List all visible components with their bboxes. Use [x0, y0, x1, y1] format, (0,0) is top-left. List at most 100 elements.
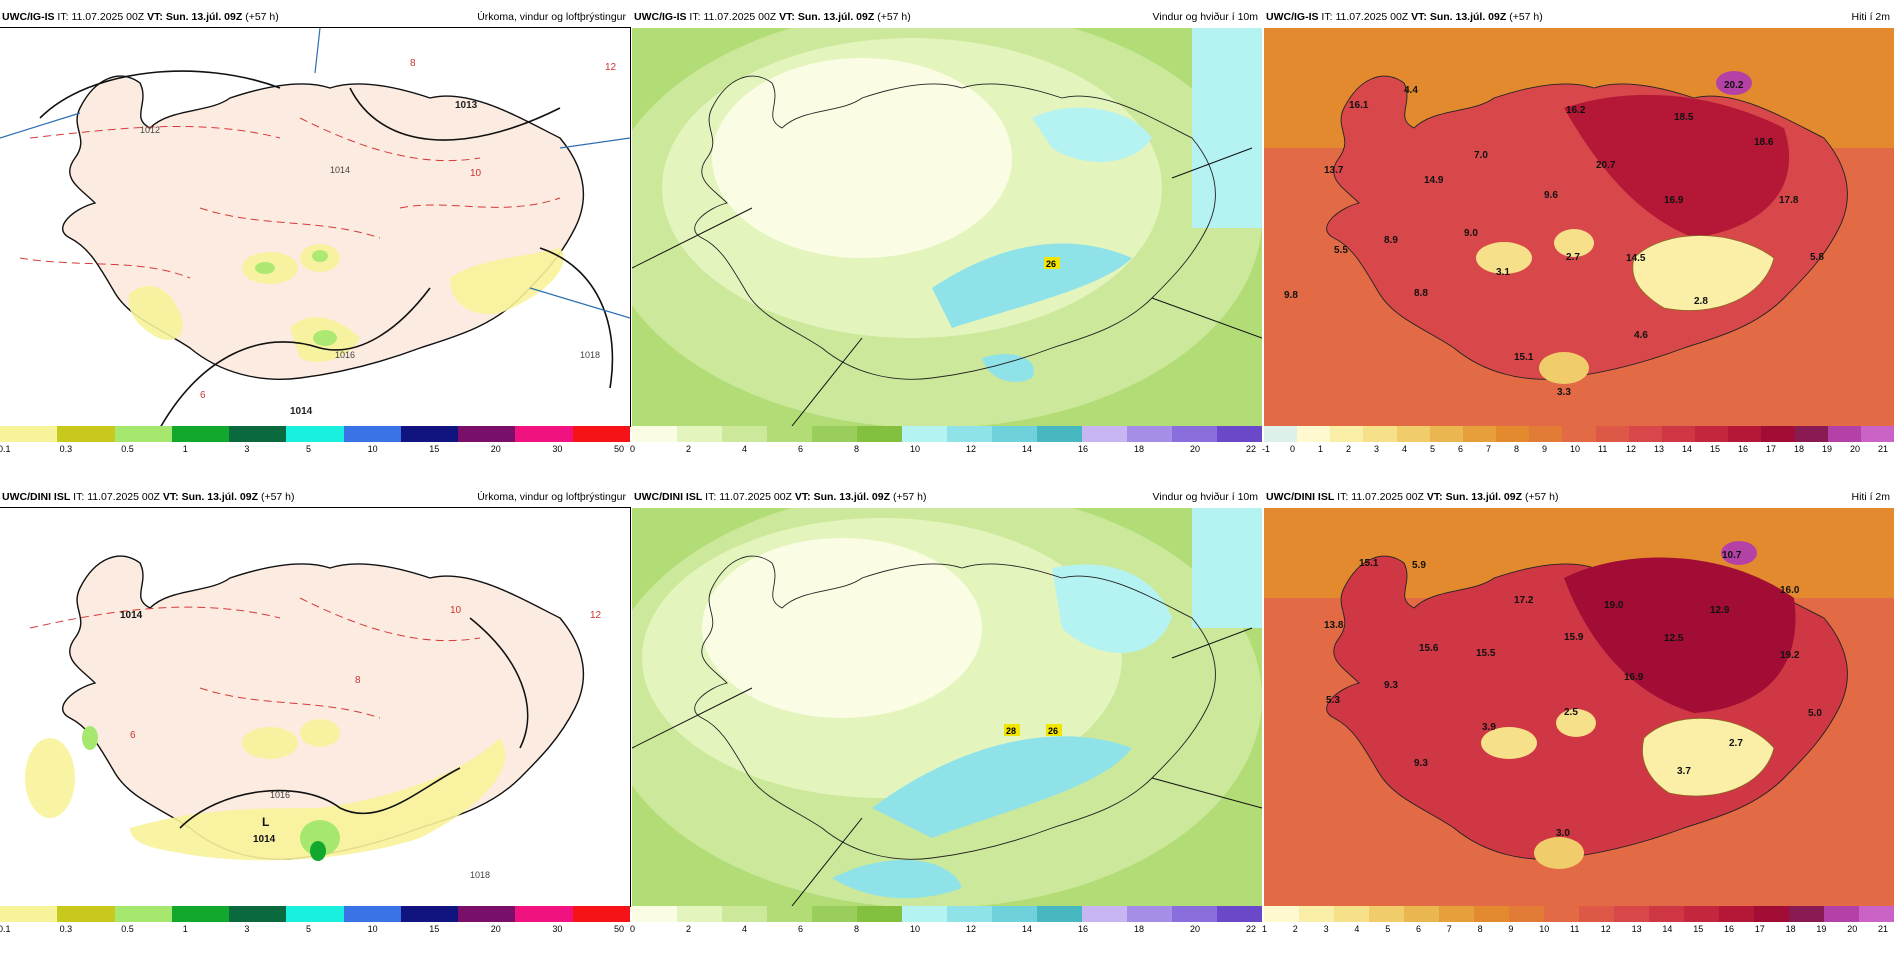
vt-value: Sun. 13.júl. 09Z — [797, 11, 875, 23]
iceland-outline — [694, 75, 1216, 380]
isobar-label: 1014 — [330, 165, 350, 175]
colorbar-segment — [1614, 906, 1649, 922]
temp-value: 13.8 — [1324, 620, 1344, 631]
temp-value: 17.8 — [1779, 195, 1799, 206]
colorbar-segment — [992, 906, 1037, 922]
temp-contour-label: 8 — [410, 58, 416, 69]
temp-value: 13.7 — [1324, 165, 1344, 176]
colorbar-segment — [400, 426, 459, 442]
colorbar-tick-label: 20 — [490, 444, 501, 454]
colorbar-tick-label: 10 — [367, 444, 378, 454]
colorbar-segment — [1264, 906, 1299, 922]
colorbar-segment — [343, 426, 401, 442]
colorbar-tick-label: 10 — [367, 924, 378, 934]
colorbar — [1264, 906, 1894, 922]
colorbar-segment — [1082, 426, 1127, 442]
panel-r1-temp: UWC/IG-IS IT: 11.07.2025 00Z VT: Sun. 13… — [1262, 6, 1894, 476]
temp-value: 16.2 — [1566, 105, 1586, 116]
temp-value: 9.3 — [1414, 758, 1428, 769]
temp-value: 5.5 — [1334, 245, 1348, 256]
temp-contour-label: 12 — [605, 62, 617, 73]
temp-value: 15.1 — [1514, 352, 1534, 363]
colorbar-tick-label: 4 — [742, 444, 748, 454]
it-value: 11.07.2025 00Z — [1351, 491, 1424, 503]
colorbar-segment — [286, 426, 344, 442]
gust-max-marker — [1044, 257, 1060, 269]
precip-map: 1014 1014 L 12 10 8 6 1016 1018 — [0, 507, 631, 907]
colorbar-tick-label: 2 — [1346, 444, 1352, 454]
vt-label: VT: — [1411, 11, 1427, 23]
colorbar-tick-label: 8 — [1477, 924, 1483, 934]
colorbar-tick-label: 16 — [1738, 444, 1749, 454]
isobar-label: 1016 — [270, 790, 290, 800]
colorbar-tick-label: 8 — [854, 444, 860, 454]
gust-max-marker — [1004, 724, 1020, 736]
it-label: IT: — [1337, 491, 1349, 503]
colorbar-tick-label: 9 — [1508, 924, 1514, 934]
temp-value: 4.6 — [1634, 330, 1648, 341]
temp-value: 5.3 — [1326, 695, 1340, 706]
colorbar-tick-label: 21 — [1878, 444, 1889, 454]
colorbar-segment — [947, 426, 992, 442]
colorbar-segment — [171, 906, 230, 922]
lead-time: (+57 h) — [260, 491, 295, 503]
temp-contour-label: 10 — [450, 605, 462, 616]
colorbar-segment — [1509, 906, 1544, 922]
colorbar-segment — [1754, 906, 1789, 922]
colorbar-segment — [1082, 906, 1127, 922]
iceland-outline — [694, 555, 1216, 860]
temp-value: 4.4 — [1404, 85, 1418, 96]
colorbar-tick-label: 7 — [1486, 444, 1492, 454]
colorbar-tick-label: 0 — [630, 924, 636, 934]
temp-value: 15.6 — [1419, 643, 1439, 654]
temp-value: 5.0 — [1808, 708, 1822, 719]
colorbar-tick-label: 14 — [1022, 924, 1033, 934]
colorbar-segment — [1562, 426, 1596, 442]
panel-r2-temp: UWC/DINI ISL IT: 11.07.2025 00Z VT: Sun.… — [1262, 486, 1894, 956]
colorbar-tick-label: 16 — [1724, 924, 1735, 934]
temp-value: 2.7 — [1566, 252, 1580, 263]
panel-header: UWC/DINI ISL IT: 11.07.2025 00Z VT: Sun.… — [632, 486, 1262, 508]
lead-time: (+57 h) — [1509, 11, 1543, 23]
temp-value: 10.7 — [1722, 550, 1742, 561]
colorbar-segment — [1761, 426, 1795, 442]
colorbar-segment — [1172, 906, 1217, 922]
it-value: 11.07.2025 00Z — [719, 491, 792, 503]
colorbar-segment — [1037, 906, 1082, 922]
vt-value: Sun. 13.júl. 09Z — [181, 491, 259, 503]
model-name: UWC/DINI ISL — [2, 491, 71, 503]
it-label: IT: — [705, 491, 717, 503]
colorbar-tick-label: 18 — [1785, 924, 1796, 934]
colorbar-tick-label: 10 — [1539, 924, 1550, 934]
colorbar-tick-label: 0.3 — [59, 924, 73, 934]
colorbar-segment — [722, 906, 767, 922]
colorbar-tick-label: 9 — [1542, 444, 1548, 454]
colorbar-segment — [1695, 426, 1729, 442]
colorbar-segment — [767, 906, 812, 922]
colorbar-tick-label: 4 — [1354, 924, 1360, 934]
temp-value: 3.3 — [1557, 387, 1571, 398]
colorbar-tick-label: 10 — [910, 924, 921, 934]
colorbar-segment — [857, 906, 902, 922]
colorbar-tick-label: 0.5 — [121, 924, 134, 934]
colorbar-segment — [0, 426, 58, 442]
lead-time: (+57 h) — [245, 11, 279, 23]
colorbar-segment — [1172, 426, 1217, 442]
low-pressure-label: L — [262, 815, 269, 829]
colorbar-tick-label: 20 — [490, 924, 501, 934]
colorbar-tick-label: 16 — [1078, 924, 1089, 934]
gust-max-marker — [1046, 724, 1062, 736]
colorbar-segment — [1860, 426, 1894, 442]
colorbar — [0, 906, 630, 922]
temp-value: 14.5 — [1626, 253, 1646, 264]
temp-value: 18.6 — [1754, 137, 1774, 148]
colorbar-tick-label: 6 — [798, 924, 804, 934]
vt-value: Sun. 13.júl. 09Z — [813, 491, 891, 503]
colorbar-tick-label: 21 — [1878, 924, 1889, 934]
colorbar-tick-label: 5 — [306, 924, 312, 934]
colorbar-segment — [1369, 906, 1404, 922]
colorbar-ticks: 0.1 0.3 0.5 1 3 5 10 15 20 30 50 — [0, 924, 630, 936]
colorbar-segment — [114, 906, 172, 922]
colorbar-segment — [1037, 426, 1082, 442]
colorbar-tick-label: 18 — [1794, 444, 1805, 454]
